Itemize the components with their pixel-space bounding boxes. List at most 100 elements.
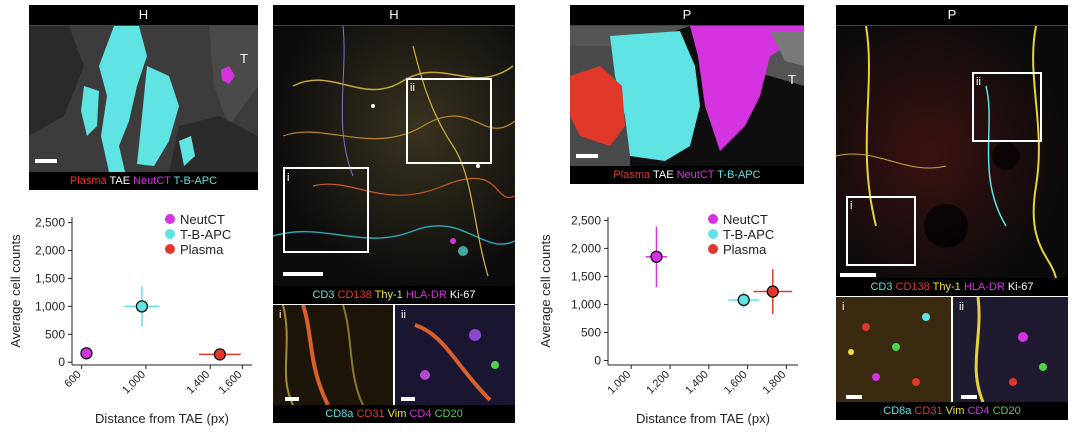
legend-marker bbox=[708, 229, 718, 239]
seg-panel-h-title: H bbox=[29, 5, 258, 26]
imc-panel-p-roi-ii bbox=[972, 72, 1042, 142]
inset-texture bbox=[974, 297, 1047, 402]
seg-panel-p-scalebar bbox=[576, 154, 598, 158]
y-tick-label: 1,000 bbox=[35, 299, 65, 313]
x-tick-label: 1,000 bbox=[605, 369, 633, 397]
imc-panel-h-roi-ii bbox=[406, 78, 492, 164]
imc-panel-h-inset-i-label: i bbox=[279, 309, 282, 321]
legend-marker bbox=[165, 229, 175, 239]
x-tick-label: 1,200 bbox=[644, 369, 672, 397]
legend-t-b-apc: T-B-APC bbox=[173, 175, 218, 187]
inset-texture bbox=[414, 323, 499, 402]
y-tick-label: 1,500 bbox=[35, 271, 65, 285]
imc-panel-p-marker-legend: CD3 CD138 Thy-1 HLA-DR Ki-67 bbox=[836, 278, 1068, 296]
legend-label: T-B-APC bbox=[180, 227, 231, 242]
seg-panel-h-legend: Plasma TAE NeutCT T-B-APC bbox=[29, 172, 258, 190]
data-point-neutct bbox=[650, 250, 663, 263]
marker-cd20: CD20 bbox=[434, 408, 463, 420]
legend-label: NeutCT bbox=[180, 212, 225, 227]
y-tick-label: 2,500 bbox=[35, 216, 65, 230]
imc-panel-h-inset-i: i bbox=[273, 305, 393, 405]
inset-texture bbox=[848, 313, 930, 386]
marker-hla-dr: HLA-DR bbox=[405, 289, 447, 301]
legend-neutct: NeutCT bbox=[133, 175, 171, 187]
inset-scalebar bbox=[961, 395, 977, 399]
data-point-t-b-apc bbox=[135, 300, 149, 313]
legend-label: Plasma bbox=[723, 242, 767, 257]
y-tick-label: 2,000 bbox=[35, 244, 65, 258]
imc-panel-h-roi-ii-label: ii bbox=[410, 82, 415, 94]
marker-cd3: CD3 bbox=[312, 289, 335, 301]
data-point-plasma bbox=[766, 285, 779, 298]
y-tick-label: 500 bbox=[45, 327, 65, 341]
scatter-chart-p: 0 500 1,000 1,500 2,000 2,500 1,000 1,200 1,400 1… bbox=[538, 212, 798, 426]
imc-panel-h-texture bbox=[273, 26, 515, 286]
imc-panel-p-inset-legend: CD8a CD31 Vim CD4 CD20 bbox=[836, 402, 1068, 420]
imc-panel-h-title: H bbox=[273, 5, 515, 26]
marker-cd4: CD4 bbox=[967, 405, 990, 417]
marker-cd8a: CD8a bbox=[883, 405, 912, 417]
x-tick-label: 600 bbox=[62, 369, 83, 390]
imc-panel-h-scalebar bbox=[283, 272, 323, 276]
x-tick-label: 1,800 bbox=[761, 369, 789, 397]
legend-label: T-B-APC bbox=[723, 227, 774, 242]
imc-panel-p-inset-ii: ii bbox=[953, 297, 1068, 402]
legend-tae: TAE bbox=[109, 175, 131, 187]
marker-hla-dr: HLA-DR bbox=[963, 281, 1005, 293]
imc-panel-p-inset-i-label: i bbox=[842, 301, 845, 313]
y-axis-label: Average cell counts bbox=[538, 234, 553, 348]
marker-thy-1: Thy-1 bbox=[932, 281, 961, 293]
inset-scalebar bbox=[401, 397, 415, 401]
marker-vim: Vim bbox=[945, 405, 965, 417]
legend-label: Plasma bbox=[180, 242, 224, 257]
y-tick-label: 500 bbox=[581, 325, 601, 339]
legend-marker bbox=[708, 244, 718, 254]
data-point-neutct bbox=[80, 347, 93, 360]
inset-scalebar bbox=[846, 395, 862, 399]
imc-panel-h-roi-i bbox=[283, 167, 369, 253]
legend-marker bbox=[165, 244, 175, 254]
marker-ki-67: Ki-67 bbox=[1007, 281, 1034, 293]
marker-cd138: CD138 bbox=[895, 281, 930, 293]
x-tick-label: 1,000 bbox=[120, 369, 148, 397]
imc-panel-h-inset-ii-label: ii bbox=[401, 309, 406, 321]
seg-panel-p-image: T bbox=[570, 26, 804, 166]
marker-cd3: CD3 bbox=[870, 281, 893, 293]
seg-panel-p-tissue bbox=[570, 26, 804, 166]
x-axis-label: Distance from TAE (px) bbox=[636, 411, 770, 426]
imc-panel-p-image: ii i bbox=[836, 26, 1068, 278]
legend-marker bbox=[165, 214, 175, 224]
seg-panel-h-tissue bbox=[29, 26, 258, 172]
marker-vim: Vim bbox=[387, 408, 407, 420]
legend-t-b-apc: T-B-APC bbox=[717, 169, 761, 181]
imc-panel-p-roi-i-label: i bbox=[850, 200, 853, 212]
y-axis-label: Average cell counts bbox=[8, 234, 23, 348]
imc-panel-p-scalebar bbox=[840, 273, 876, 277]
seg-panel-h-region-label: T bbox=[240, 51, 248, 66]
imc-panel-h-inset-legend: CD8a CD31 Vim CD4 CD20 bbox=[273, 405, 515, 423]
marker-cd31: CD31 bbox=[356, 408, 385, 420]
imc-panel-p-roi-ii-label: ii bbox=[976, 76, 981, 88]
legend-label: NeutCT bbox=[723, 212, 768, 227]
y-tick-label: 2,000 bbox=[571, 241, 601, 255]
seg-panel-p-region-label: T bbox=[788, 72, 796, 87]
x-tick-label: 1,600 bbox=[722, 369, 750, 397]
scatter-chart-h: 0 500 1,000 1,500 2,000 2,500 600 1,000 1,400 1,6… bbox=[8, 212, 252, 426]
x-axis-label: Distance from TAE (px) bbox=[95, 411, 229, 426]
imc-panel-p-title: P bbox=[836, 5, 1068, 26]
x-tick-label: 1,600 bbox=[217, 369, 245, 397]
x-tick-label: 1,400 bbox=[683, 369, 711, 397]
data-point-t-b-apc bbox=[737, 293, 750, 307]
imc-panel-p-roi-i bbox=[846, 196, 916, 266]
y-tick-label: 0 bbox=[594, 354, 601, 368]
legend-marker bbox=[708, 214, 718, 224]
inset-scalebar bbox=[285, 397, 299, 401]
marker-ki-67: Ki-67 bbox=[449, 289, 476, 301]
data-point-plasma bbox=[213, 348, 227, 361]
seg-panel-h-scalebar bbox=[35, 159, 57, 163]
imc-panel-h-inset-ii: ii bbox=[395, 305, 515, 405]
legend-neutct: NeutCT bbox=[676, 169, 715, 181]
imc-panel-p-inset-i: i bbox=[836, 297, 951, 402]
imc-panel-p-texture bbox=[836, 26, 1068, 278]
marker-thy-1: Thy-1 bbox=[374, 289, 403, 301]
